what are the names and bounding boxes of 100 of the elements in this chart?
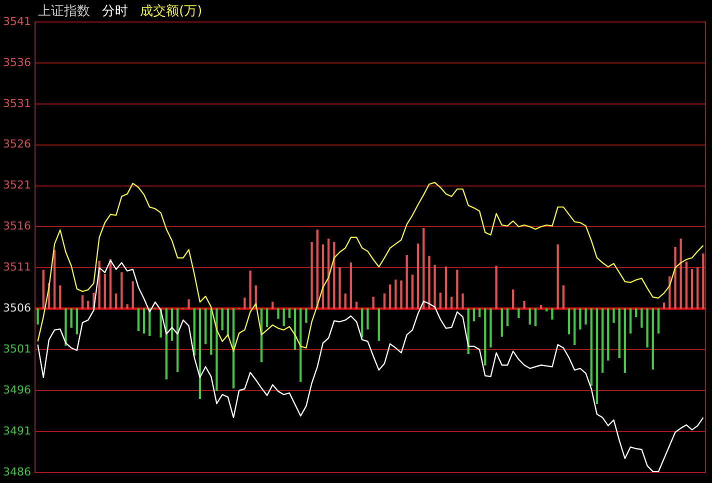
bar	[518, 308, 520, 318]
bar	[512, 289, 514, 309]
bar	[556, 244, 559, 309]
bar	[126, 304, 128, 309]
bar	[696, 267, 699, 309]
y-tick-label: 3506	[3, 301, 31, 314]
bar	[406, 255, 408, 309]
bar	[76, 308, 78, 334]
bar	[288, 308, 290, 318]
bar	[444, 266, 448, 309]
bar	[618, 308, 620, 358]
bar	[249, 270, 252, 309]
bar	[115, 294, 118, 309]
y-tick-label: 3516	[3, 220, 31, 233]
bar	[305, 308, 308, 323]
bar	[590, 308, 592, 386]
y-tick-label: 3491	[3, 424, 31, 438]
bar	[221, 308, 224, 330]
bar	[657, 308, 660, 334]
bar	[81, 295, 84, 309]
bar	[607, 308, 610, 361]
bar	[372, 296, 374, 309]
bar	[456, 270, 458, 309]
bar	[300, 308, 302, 382]
bar	[601, 308, 604, 373]
bar	[562, 285, 564, 309]
y-tick-label: 3526	[3, 138, 31, 151]
y-tick-label: 3496	[3, 383, 31, 396]
bar	[338, 267, 341, 309]
bar	[584, 308, 587, 325]
bar	[59, 285, 62, 309]
y-tick-label: 3521	[3, 178, 31, 192]
bar	[120, 272, 123, 309]
chart-subtitle: 分时	[102, 4, 128, 19]
bar	[416, 244, 420, 309]
bar	[282, 308, 285, 326]
bar	[574, 308, 576, 345]
bar	[383, 294, 386, 309]
bar	[36, 308, 39, 325]
bar	[551, 308, 554, 320]
y-tick-label: 3531	[3, 96, 31, 110]
bar	[506, 308, 509, 326]
bar	[568, 308, 570, 334]
bar	[394, 280, 397, 309]
y-tick-label: 3536	[3, 56, 31, 69]
bar	[266, 308, 268, 327]
bar	[523, 300, 526, 309]
bar	[428, 256, 430, 309]
bar	[685, 262, 688, 309]
bar	[702, 253, 704, 309]
bar	[188, 299, 190, 309]
bar	[596, 308, 598, 404]
bar	[210, 308, 212, 355]
chart-title: 上证指数	[38, 4, 90, 19]
bar	[132, 281, 134, 309]
bar	[350, 262, 352, 309]
bar	[674, 246, 676, 309]
bar	[216, 308, 218, 391]
bar	[310, 242, 313, 309]
bar	[534, 308, 537, 326]
bar	[646, 308, 648, 348]
bar	[344, 294, 346, 309]
bar	[680, 238, 682, 309]
bar	[137, 308, 140, 332]
bar	[272, 302, 274, 309]
bar	[528, 308, 531, 325]
bar	[500, 308, 503, 337]
bar	[612, 308, 615, 323]
bar	[204, 308, 207, 344]
y-tick-label: 3486	[3, 465, 31, 478]
bar	[411, 274, 414, 309]
bar	[422, 228, 425, 309]
bar	[366, 308, 369, 330]
y-tick-label: 3501	[3, 342, 31, 356]
bar	[434, 264, 436, 309]
bar	[462, 294, 464, 309]
bar	[495, 266, 498, 309]
bar	[629, 308, 632, 334]
bar	[42, 270, 44, 309]
bar	[277, 308, 280, 319]
bar	[142, 308, 146, 334]
bar	[244, 298, 246, 309]
bar	[540, 305, 542, 309]
bar	[70, 308, 72, 328]
y-tick-label: 3541	[3, 14, 31, 28]
bar	[355, 302, 358, 309]
bar	[104, 274, 106, 309]
bar	[450, 296, 453, 309]
bar	[579, 308, 582, 330]
bar	[388, 284, 392, 309]
bar	[490, 308, 492, 348]
bar	[64, 308, 67, 346]
bar	[624, 308, 626, 373]
bar	[378, 308, 380, 341]
bar	[400, 280, 402, 309]
y-tick-label: 3511	[3, 260, 31, 274]
bar	[662, 302, 666, 309]
bar	[640, 308, 643, 328]
bar	[484, 308, 486, 366]
bar	[87, 300, 90, 309]
